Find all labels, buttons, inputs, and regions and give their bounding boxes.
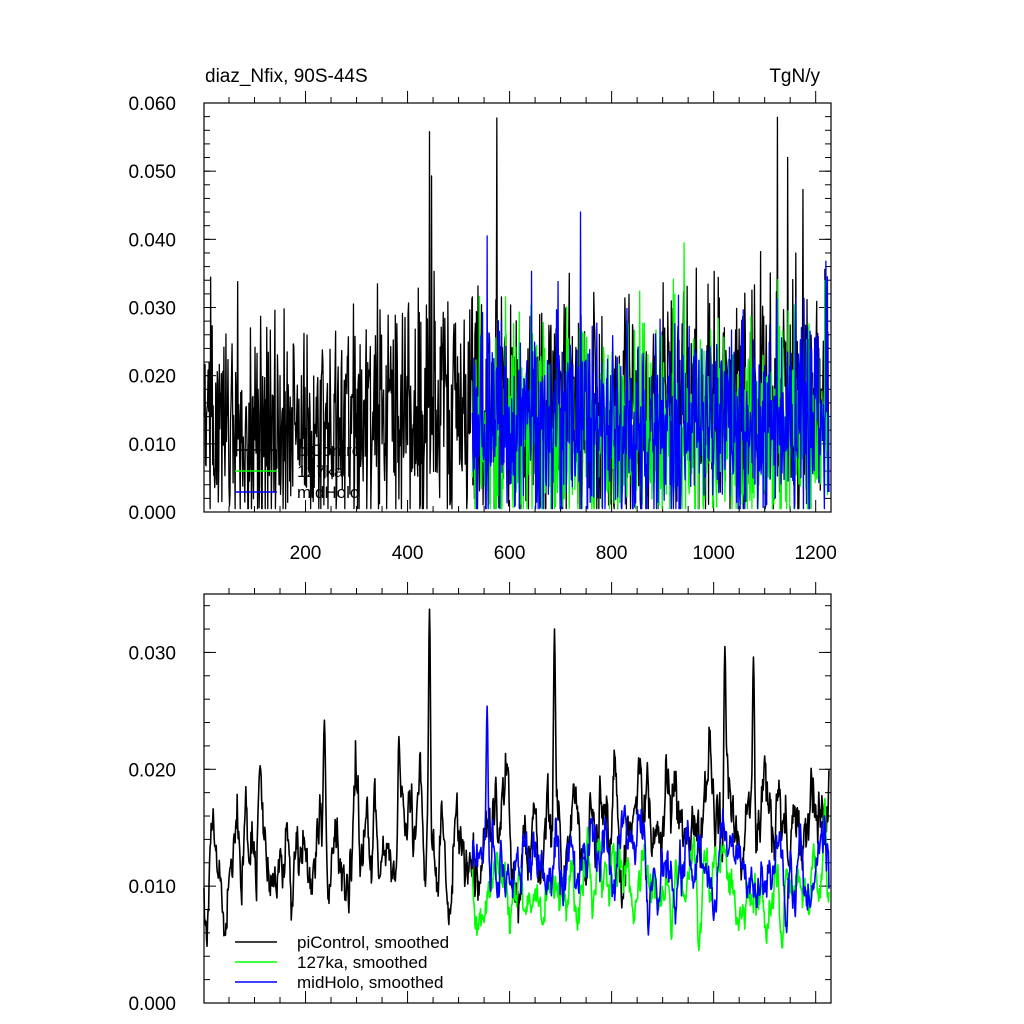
x-tick-label: 1000 — [693, 543, 735, 564]
y-tick-label: 0.060 — [128, 94, 176, 115]
y-tick-label: 0.010 — [128, 877, 176, 898]
top-axis-ticks: 200 400 600 800 1000 1200 0.000 0.010 0.020 0.030… — [128, 91, 837, 564]
series-line-midholo-smoothed — [471, 705, 830, 936]
y-tick-label: 0.050 — [128, 162, 176, 183]
x-tick-label: 200 — [290, 543, 322, 564]
legend-label-127ka-smoothed: 127ka, smoothed — [297, 953, 427, 972]
y-tick-label: 0.030 — [128, 299, 176, 320]
bottom-plot-area — [203, 608, 830, 952]
x-tick-label: 600 — [494, 543, 526, 564]
legend-label-picontrol: piControl — [297, 441, 365, 460]
y-tick-label: 0.020 — [128, 760, 176, 781]
y-tick-label: 0.030 — [128, 643, 176, 664]
panel-title: diaz_Nfix, 90S-44S — [205, 66, 368, 87]
y-tick-label: 0.010 — [128, 435, 176, 456]
y-tick-label: 0.040 — [128, 230, 176, 251]
y-tick-label: 0.020 — [128, 367, 176, 388]
x-tick-label: 800 — [596, 543, 628, 564]
legend-label-midholo: midHolo — [297, 483, 359, 502]
legend-label-127ka: 127ka — [297, 462, 344, 481]
y-tick-label: 0.000 — [128, 994, 176, 1015]
y-tick-label: 0.000 — [128, 503, 176, 524]
bottom-axis-ticks: 0.000 0.010 0.020 0.030 — [128, 582, 831, 1015]
series-line-picontrol-smoothed — [203, 608, 830, 948]
top-plot-area — [203, 116, 830, 510]
bottom-panel: 0.000 0.010 0.020 0.030 piControl, smoothed… — [128, 582, 832, 1015]
series-line-midholo — [471, 211, 830, 510]
x-tick-label: 1200 — [795, 543, 837, 564]
units-label: TgN/y — [769, 66, 820, 87]
top-legend: piControl 127ka midHolo — [235, 441, 365, 502]
legend-label-picontrol-smoothed: piControl, smoothed — [297, 933, 449, 952]
bottom-plot-frame — [203, 593, 832, 1004]
x-tick-label: 400 — [392, 543, 424, 564]
top-plot-frame — [203, 102, 832, 513]
series-line-127ka-smoothed — [471, 797, 830, 952]
top-panel: diaz_Nfix, 90S-44S TgN/y 200 400 600 800 100… — [128, 66, 836, 564]
legend-label-midholo-smoothed: midHolo, smoothed — [297, 973, 443, 992]
